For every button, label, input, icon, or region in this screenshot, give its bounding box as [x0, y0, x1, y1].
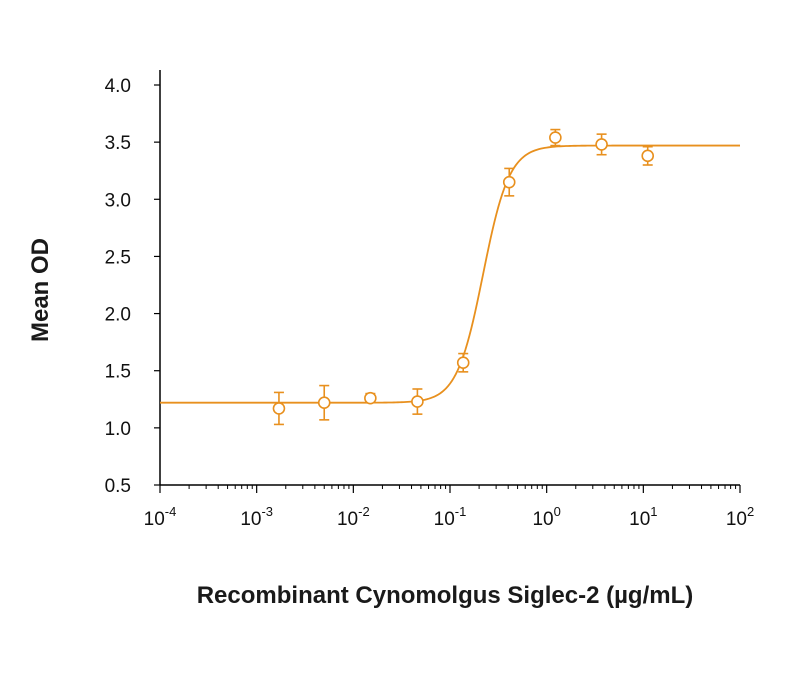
y-tick-label: 4.0	[105, 76, 131, 97]
x-tick-label: 10-3	[240, 504, 273, 530]
data-points	[272, 128, 655, 426]
x-tick-label: 100	[532, 504, 560, 530]
y-tick-label: 1.0	[105, 419, 131, 440]
y-tick-label: 3.5	[105, 133, 131, 154]
x-tick-label: 102	[726, 504, 754, 530]
y-tick-label: 2.0	[105, 305, 131, 326]
x-axis-title: Recombinant Cynomolgus Siglec-2 (µg/mL)	[197, 582, 694, 609]
data-point	[411, 395, 424, 408]
fit-curve	[160, 144, 740, 404]
y-ticks: 0.5 1.0 1.5 2.0 2.5 3.0 3.5 4.0	[105, 76, 160, 497]
axes	[159, 70, 740, 486]
y-axis-title: Mean OD	[27, 238, 54, 342]
y-tick-label: 2.5	[105, 247, 131, 268]
data-point	[456, 356, 470, 370]
data-point	[549, 131, 562, 144]
fit-curve-group	[160, 144, 740, 404]
data-point	[364, 391, 377, 405]
x-tick-label: 10-4	[144, 504, 177, 530]
data-point	[272, 402, 286, 415]
x-tick-label: 101	[629, 504, 657, 530]
data-point	[595, 138, 608, 151]
data-point	[502, 175, 516, 189]
y-tick-label: 1.5	[105, 362, 131, 383]
data-point	[317, 396, 331, 410]
x-ticks: 10-4 10-3 10-2 10-1 100 101 102	[144, 485, 754, 530]
y-tick-label: 0.5	[105, 476, 131, 497]
x-tick-label: 10-2	[337, 504, 370, 530]
x-tick-label: 10-1	[434, 504, 467, 530]
data-point	[641, 149, 655, 163]
y-tick-label: 3.0	[105, 190, 131, 211]
